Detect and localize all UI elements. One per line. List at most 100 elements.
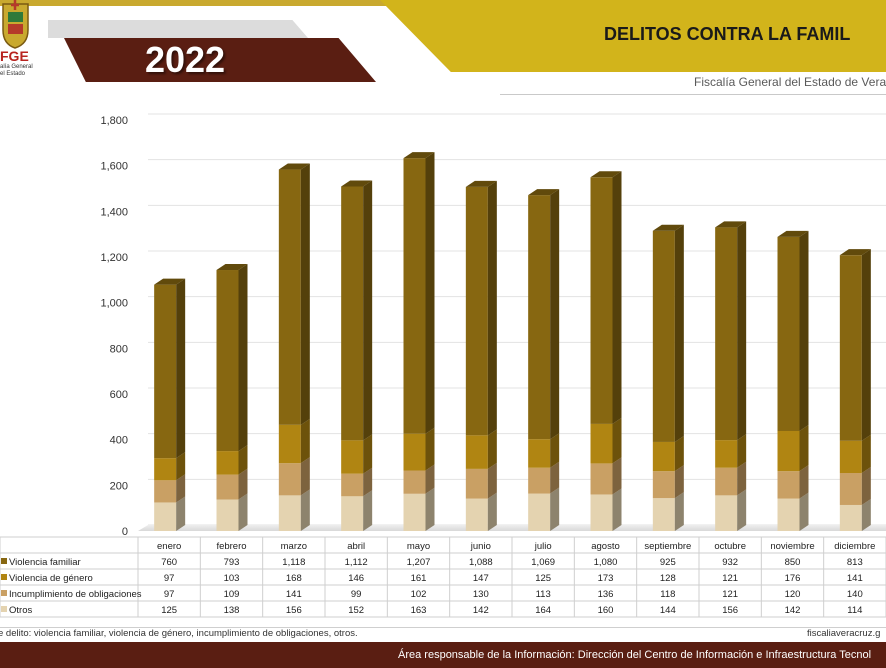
bar-segment xyxy=(341,473,364,497)
y-tick-label: 1,800 xyxy=(100,115,128,127)
legend-label: Incumplimiento de obligaciones xyxy=(9,589,142,600)
data-label: 152 xyxy=(348,605,364,616)
legend-label: Otros xyxy=(9,605,32,616)
bar-segment xyxy=(652,471,675,499)
bar-side xyxy=(737,221,747,441)
data-label: 144 xyxy=(660,605,676,616)
bar-segment xyxy=(216,270,239,452)
data-label: 109 xyxy=(224,589,240,600)
bar-segment xyxy=(154,284,177,459)
bar-segment xyxy=(777,498,800,531)
gridlines xyxy=(138,113,886,531)
table-frame xyxy=(0,536,886,618)
x-tick-label: diciembre xyxy=(834,541,875,552)
bar-segment xyxy=(652,230,675,442)
x-tick-label: octubre xyxy=(714,541,746,552)
bar-side xyxy=(861,249,871,441)
data-label: 114 xyxy=(847,605,862,616)
bar-segment xyxy=(278,169,301,425)
bar-segment xyxy=(341,186,364,441)
bar-side xyxy=(550,487,560,531)
data-label: 140 xyxy=(847,589,863,600)
bar-side xyxy=(737,489,747,531)
chart-title: DELITOS CONTRA LA FAMIL xyxy=(604,24,851,44)
x-tick-label: marzo xyxy=(281,541,307,552)
data-label: 130 xyxy=(473,589,489,600)
y-tick-label: 1,200 xyxy=(100,252,128,264)
legend-swatch xyxy=(1,590,7,596)
bar-segment xyxy=(403,470,426,494)
bar-top xyxy=(528,189,560,196)
bar-top xyxy=(590,171,622,178)
data-label: 141 xyxy=(847,573,863,584)
data-label: 1,088 xyxy=(469,557,493,568)
bar-segment xyxy=(590,463,613,495)
bar-side xyxy=(737,434,747,468)
bar-side xyxy=(861,467,871,505)
x-tick-label: febrero xyxy=(216,541,246,552)
bar-segment xyxy=(465,435,488,469)
responsible-area-text: Área responsable de la Información: Dire… xyxy=(398,649,872,661)
bar-side xyxy=(674,224,684,442)
x-tick-label: junio xyxy=(470,541,491,552)
data-label: 932 xyxy=(722,557,738,568)
bar-segment xyxy=(216,474,239,500)
bar-segment xyxy=(839,255,862,441)
data-label: 147 xyxy=(473,573,489,584)
data-label: 156 xyxy=(286,605,302,616)
bar-top xyxy=(154,278,186,285)
footnote-divider xyxy=(0,627,886,642)
bar-side xyxy=(487,429,497,469)
bar-segment xyxy=(528,439,551,468)
legend-swatch xyxy=(1,558,7,564)
y-tick-label: 1,000 xyxy=(100,298,128,310)
bar-segment xyxy=(652,441,675,472)
bar-side xyxy=(487,492,497,531)
y-tick-label: 1,400 xyxy=(100,206,128,218)
bar-segment xyxy=(777,430,800,472)
bar-side xyxy=(550,461,560,494)
bar-segment xyxy=(715,467,738,496)
bar-segment xyxy=(465,468,488,499)
bar-segment xyxy=(278,463,301,496)
bar-segment xyxy=(590,494,613,531)
x-tick-label: julio xyxy=(534,541,552,552)
legend-swatch xyxy=(1,574,7,580)
bar-side xyxy=(300,163,310,425)
website-link[interactable]: fiscaliaveracruz.g xyxy=(807,628,881,639)
bar-side xyxy=(550,189,560,440)
bar-top xyxy=(777,230,809,237)
bar-segment xyxy=(715,440,738,468)
data-label: 121 xyxy=(722,589,738,600)
data-label: 156 xyxy=(722,605,738,616)
data-label: 146 xyxy=(348,573,364,584)
bar-top xyxy=(403,152,435,159)
bar-segment xyxy=(465,186,488,436)
bar-segment xyxy=(216,499,239,531)
bar-top xyxy=(216,264,248,271)
data-label: 97 xyxy=(164,589,175,600)
bar-segment xyxy=(341,496,364,531)
y-axis: 0 200 400 600 800 1,000 1,200 1,400 1,600 1,800 xyxy=(100,115,128,538)
bar-segment xyxy=(777,471,800,499)
data-label: 99 xyxy=(351,589,362,600)
bar-side xyxy=(425,427,435,471)
bar-side xyxy=(238,493,248,531)
data-label: 176 xyxy=(785,573,801,584)
bottom-bar xyxy=(0,642,886,668)
bar-side xyxy=(176,278,186,459)
bar-segment xyxy=(216,451,239,475)
bar-side xyxy=(674,435,684,472)
bars xyxy=(154,152,871,531)
y-tick-label: 600 xyxy=(110,389,128,401)
logo-text: FGE xyxy=(0,48,29,64)
data-label: 142 xyxy=(785,605,801,616)
bar-side xyxy=(425,152,435,434)
x-tick-label: agosto xyxy=(591,541,620,552)
bar-side xyxy=(799,424,809,472)
x-tick-label: noviembre xyxy=(770,541,814,552)
data-label: 1,112 xyxy=(345,557,368,568)
data-label: 1,207 xyxy=(407,557,431,568)
bar-side xyxy=(363,180,373,441)
legend-label: Violencia de género xyxy=(9,573,93,584)
